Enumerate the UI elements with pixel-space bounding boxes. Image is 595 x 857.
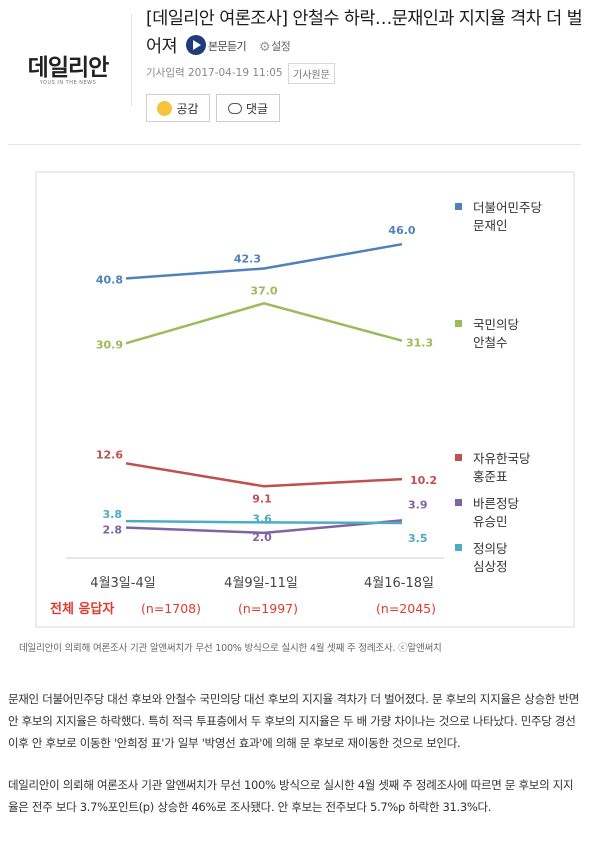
legend-swatch [455,454,462,461]
legend-candidate: 유승민 [473,514,508,529]
x-tick-label: 4월9일-11일 [224,576,298,591]
comment-icon [227,102,242,114]
legend-candidate: 홍준표 [473,469,508,484]
x-tick-label: 4월16-18일 [364,576,434,591]
legend-swatch [455,544,462,551]
data-label: 3.8 [103,508,123,521]
header-divider [131,14,132,106]
data-label: 9.1 [252,492,272,505]
like-button[interactable]: 공감 [146,94,210,122]
data-label: 46.0 [388,224,415,237]
logo[interactable]: 데일리안 YOUS IN THE NEWS [18,48,118,86]
comment-button[interactable]: 댓글 [216,94,280,122]
legend-party: 국민의당 [473,317,520,332]
series-line-문재인 [125,242,403,280]
article-title-text: [데일리안 여론조사] 안철수 하락…문재인과 지지율 격차 더 벌어져 [146,9,583,57]
legend-candidate: 문재인 [473,218,508,233]
listen-button[interactable]: 본문듣기 [207,40,247,53]
article-date: 기사입력 2017-04-19 11:05 [146,67,283,79]
logo-text: 데일리안 [27,55,110,81]
legend-swatch [455,499,462,506]
legend-swatch [455,203,462,210]
data-label: 3.9 [408,498,428,511]
data-label: 2.8 [103,524,123,537]
listen-icon[interactable] [185,35,206,55]
sample-size-label: (n=1708) [141,601,201,616]
original-article-button[interactable]: 기사원문 [288,63,335,84]
data-label: 37.0 [250,284,277,297]
data-label: 31.3 [406,337,433,350]
settings-button[interactable]: 설정 [271,40,291,53]
body-paragraph-1: 문재인 더불어민주당 대선 후보와 안철수 국민의당 대선 후보의 지지율 격차… [8,692,580,750]
sample-size-label: (n=2045) [376,601,436,616]
series-line-안철수 [125,302,403,345]
legend-party: 자유한국당 [473,451,531,466]
series-line-심상정 [125,519,403,525]
legend-party: 정의당 [473,541,508,556]
legend-candidate: 심상정 [473,559,508,574]
gear-icon[interactable]: ⚙ [259,40,271,55]
legend-swatch [455,320,462,327]
x-tick-label: 4월3일-4일 [90,576,155,591]
chart-frame [35,171,575,628]
sample-title: 전체 응답자 [50,601,114,617]
logo-tagline: YOUS IN THE NEWS [39,80,97,86]
header-separator [8,144,581,145]
data-label: 3.6 [252,512,272,525]
data-label: 30.9 [96,338,123,351]
data-label: 2.0 [252,531,272,544]
like-label: 공감 [176,101,199,116]
legend-party: 더불어민주당 [473,200,543,215]
smile-icon [157,100,173,116]
poll-line-chart: 40.8 42.3 46.0 30.9 37.0 31.3 12.6 9.1 10.2 2.8 2.… [35,171,575,628]
comment-label: 댓글 [245,101,269,116]
data-label: 40.8 [96,273,123,286]
image-caption: 데일리안이 의뢰해 여론조사 기관 알앤써치가 무선 100% 방식으로 실시한… [19,643,442,654]
article-body: 문재인 더불어민주당 대선 후보와 안철수 국민의당 대선 후보의 지지율 격차… [8,688,583,838]
series-line-홍준표 [125,462,403,488]
legend-candidate: 안철수 [473,335,508,350]
series-line-유승민 [125,519,403,535]
data-label: 12.6 [96,448,123,461]
sample-size-label: (n=1997) [238,601,298,616]
data-label: 10.2 [410,474,437,487]
data-label: 42.3 [234,253,261,266]
article-title: [데일리안 여론조사] 안철수 하락…문재인과 지지율 격차 더 벌어져 본문듣… [146,6,586,61]
legend-party: 바른정당 [473,496,520,511]
body-paragraph-2: 데일리안이 의뢰해 여론조사 기관 알앤써치가 무선 100% 방식으로 실시한… [8,778,574,814]
data-label: 3.5 [408,532,428,545]
